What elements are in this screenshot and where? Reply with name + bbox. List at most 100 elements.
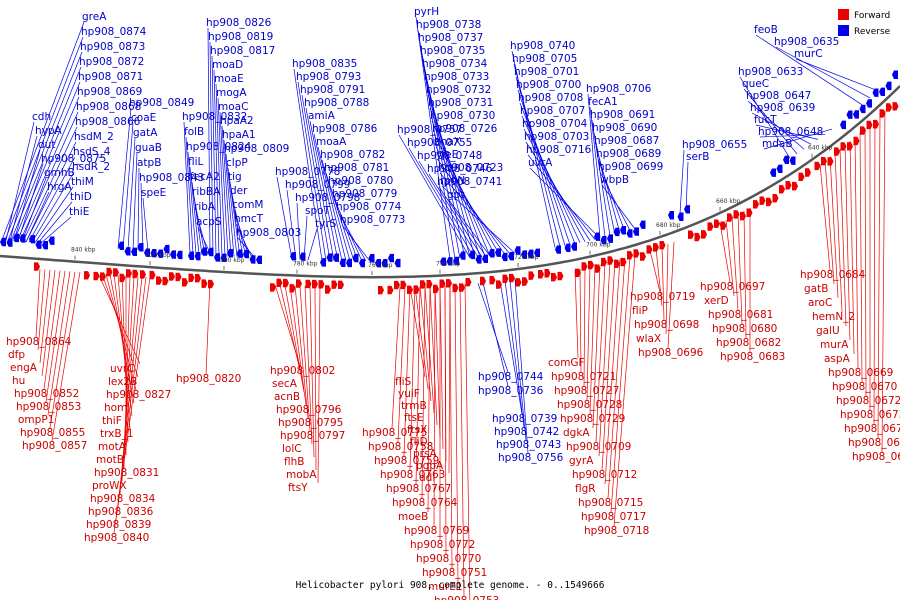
forward-gene-arrow	[785, 181, 792, 190]
forward-gene-arrow	[446, 279, 452, 288]
leader-line	[279, 284, 303, 380]
leader-line	[305, 107, 335, 261]
gene-label: hp908_0696	[638, 347, 704, 359]
gene-label: hp908_0698	[634, 319, 699, 331]
leader-line	[189, 166, 200, 255]
reverse-gene-arrow	[394, 258, 401, 268]
gene-label: hp908_0633	[738, 66, 803, 78]
forward-gene-arrow	[162, 276, 169, 286]
gene-label: amiA	[308, 110, 336, 122]
gene-label: hp908_0756	[498, 452, 564, 464]
reverse-gene-arrow	[118, 241, 124, 251]
genome-backbone	[0, 85, 900, 279]
leader-line	[601, 260, 616, 471]
gene-label: hp908_0791	[300, 84, 365, 96]
forward-gene-arrow	[439, 279, 446, 288]
gene-label: hp908_0796	[276, 404, 342, 416]
leader-line	[34, 186, 74, 243]
leader-line	[35, 269, 41, 338]
reverse-gene-arrow	[207, 247, 214, 257]
leader-line	[37, 201, 73, 244]
gene-label: hp908_0709	[566, 441, 631, 453]
leader-line	[237, 237, 256, 258]
gene-label: hp908_0712	[572, 469, 637, 481]
leader-line	[101, 273, 139, 378]
gene-label: hsdM_2	[74, 131, 114, 143]
leader-line	[321, 159, 351, 262]
gene-label: hrgA	[47, 181, 72, 193]
leader-line	[51, 271, 81, 442]
leader-line	[583, 267, 586, 387]
gene-label: hp908_0831	[94, 467, 159, 479]
forward-gene-arrow	[798, 172, 805, 182]
leader-line	[427, 286, 431, 513]
reverse-gene-arrow	[381, 258, 388, 268]
leader-line	[115, 276, 147, 521]
reverse-gene-arrow	[776, 164, 783, 173]
forward-gene-arrow	[575, 268, 581, 277]
gene-label: hp908_0734	[422, 58, 488, 70]
leader-line	[464, 284, 471, 600]
forward-gene-arrow	[627, 251, 633, 260]
forward-gene-arrow	[182, 278, 188, 287]
kbp-tick-label: 720 kbp	[514, 254, 539, 261]
gene-label: hp908_0751	[422, 567, 487, 579]
gene-label: hp908_0689	[596, 148, 661, 160]
gene-label: hp908_0697	[700, 281, 765, 293]
forward-gene-arrow	[581, 262, 588, 271]
reverse-gene-arrow	[48, 236, 55, 245]
gene-label: uvrC	[110, 363, 135, 375]
leader-line	[299, 285, 311, 432]
leader-line	[454, 284, 459, 583]
forward-gene-arrow	[821, 157, 827, 166]
gene-label: hp908_0748	[417, 150, 482, 162]
reverse-gene-arrow	[227, 248, 233, 258]
forward-gene-arrow	[201, 279, 208, 288]
gene-label: hp908_0733	[424, 71, 489, 83]
leader-line	[574, 269, 579, 359]
map-caption: Helicobacter pylori 908, complete genome…	[296, 580, 605, 591]
forward-gene-arrow	[459, 283, 465, 292]
gene-label: clpP	[226, 157, 248, 169]
gene-label: hp908_0855	[20, 427, 85, 439]
gene-label: hp908_0802	[270, 365, 335, 377]
reverse-gene-arrow	[677, 212, 684, 221]
leader-line	[731, 217, 739, 311]
gene-label: hp908_0741	[437, 176, 502, 188]
gene-label: atpB	[137, 157, 161, 169]
gene-label: hp908_0799	[285, 179, 350, 191]
leader-line	[743, 211, 747, 339]
gene-label: hp908_0726	[432, 123, 498, 135]
forward-gene-arrow	[496, 280, 502, 289]
leader-line	[293, 68, 323, 261]
gene-label: hp908_0757	[397, 124, 462, 136]
gene-label: hp908_0836	[88, 506, 154, 518]
gene-label: thiF	[102, 415, 122, 427]
reverse-gene-arrow	[236, 249, 243, 258]
gene-label: hp908_0743	[496, 439, 561, 451]
gene-label: hp908_0788	[304, 97, 369, 109]
leader-line	[294, 285, 309, 419]
leader-line	[873, 119, 876, 425]
leader-line	[19, 111, 79, 242]
leader-line	[117, 107, 132, 249]
gene-label: motB	[96, 454, 124, 466]
leader-line	[409, 286, 426, 378]
gene-label: hp908_0871	[78, 71, 143, 83]
forward-gene-arrow	[433, 284, 439, 294]
leader-line	[517, 89, 571, 245]
forward-gene-arrow	[413, 285, 420, 294]
leader-line	[207, 27, 211, 256]
leader-line	[289, 285, 307, 406]
kbp-tick-label: 800 kbp	[220, 257, 245, 264]
leader-line	[127, 137, 136, 250]
gene-label: hp908_0691	[590, 109, 655, 121]
gene-label: hp908_0723	[438, 162, 503, 174]
reverse-gene-arrow	[872, 88, 879, 97]
reverse-gene-arrow	[13, 233, 19, 243]
leader-line	[589, 106, 606, 238]
legend: Forward Reverse	[838, 9, 891, 37]
leader-line	[341, 224, 371, 262]
leader-line	[829, 156, 839, 299]
leader-line	[679, 149, 685, 214]
